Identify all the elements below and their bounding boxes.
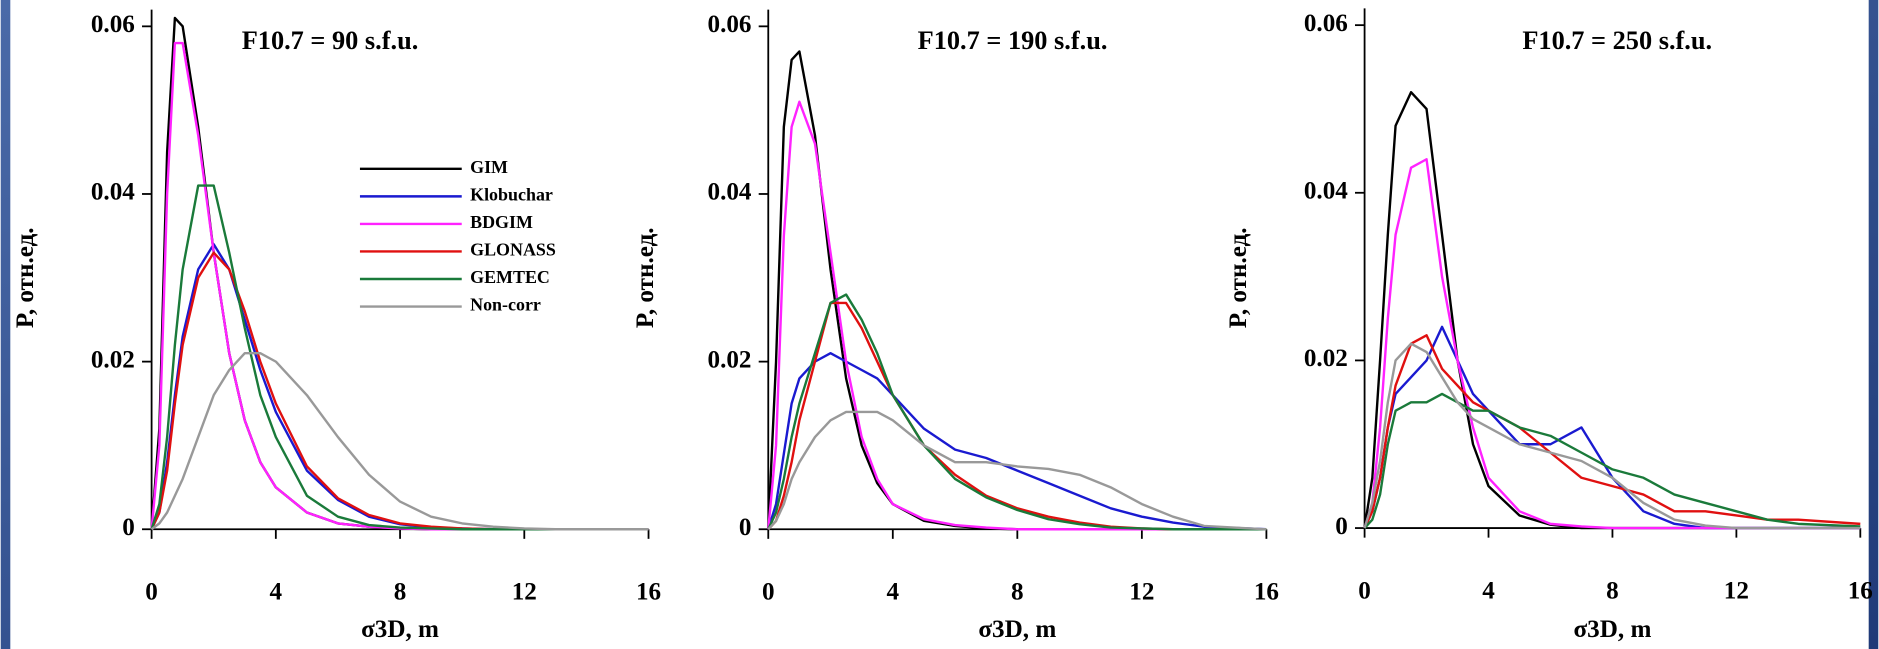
y-tick-label: 0.02: [91, 346, 135, 373]
legend-label: BDGIM: [470, 212, 533, 232]
y-tick-label: 0.06: [91, 11, 135, 38]
y-tick-label: 0.02: [708, 346, 752, 373]
y-tick-label: 0.04: [708, 179, 752, 206]
series-line: [767, 410, 1267, 531]
legend-label: GIM: [470, 157, 508, 177]
x-tick-label: 8: [1606, 577, 1619, 604]
y-axis-label: P, отн.ед.: [1225, 227, 1252, 328]
x-tick-label: 0: [762, 579, 775, 606]
x-axis-label: σ3D, m: [978, 616, 1056, 643]
series-line: [767, 100, 1267, 531]
series-line: [767, 293, 1267, 531]
x-tick-label: 4: [1482, 577, 1495, 604]
x-tick-label: 8: [1011, 579, 1024, 606]
y-tick-label: 0.04: [1304, 178, 1348, 205]
y-axis-label: P, отн.ед.: [632, 227, 659, 328]
series-line: [1363, 392, 1861, 529]
x-tick-label: 0: [1358, 577, 1371, 604]
x-tick-label: 8: [394, 579, 407, 606]
x-axis-label: σ3D, m: [361, 616, 439, 643]
y-tick-label: 0: [122, 514, 135, 541]
x-tick-label: 4: [270, 579, 283, 606]
x-tick-label: 16: [1254, 579, 1279, 606]
chart-title: F10.7 = 250 s.f.u.: [1522, 26, 1712, 55]
y-tick-label: 0.02: [1304, 345, 1348, 372]
legend-label: Klobuchar: [470, 185, 553, 205]
y-tick-label: 0.06: [1304, 10, 1348, 37]
series-line: [1363, 158, 1861, 530]
x-tick-label: 16: [636, 579, 661, 606]
series-line: [767, 352, 1267, 531]
x-tick-label: 4: [887, 579, 900, 606]
y-tick-label: 0: [1335, 513, 1348, 540]
y-axis-label: P, отн.ед.: [12, 227, 39, 328]
legend-label: Non-corr: [470, 295, 541, 315]
x-tick-label: 0: [145, 579, 158, 606]
legend-label: GEMTEC: [470, 267, 550, 287]
y-tick-label: 0.06: [708, 11, 752, 38]
x-tick-label: 12: [1724, 577, 1749, 604]
series-line: [150, 352, 649, 531]
plot-background: [10, 0, 1869, 649]
y-tick-label: 0.04: [91, 179, 135, 206]
y-tick-label: 0: [739, 514, 752, 541]
x-tick-label: 12: [1129, 579, 1154, 606]
x-tick-label: 16: [1848, 577, 1873, 604]
legend-label: GLONASS: [470, 240, 556, 260]
chart-title: F10.7 = 190 s.f.u.: [918, 26, 1108, 55]
series-line: [150, 184, 649, 531]
x-axis-label: σ3D, m: [1574, 616, 1652, 643]
series-line: [1363, 342, 1861, 530]
x-tick-label: 12: [512, 579, 537, 606]
chart-title: F10.7 = 90 s.f.u.: [242, 26, 419, 55]
